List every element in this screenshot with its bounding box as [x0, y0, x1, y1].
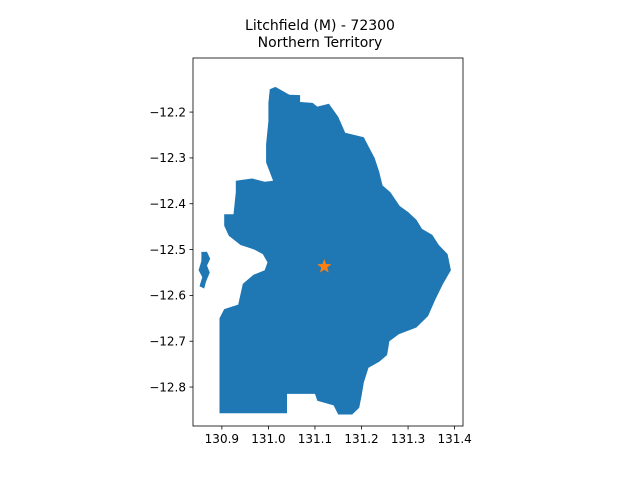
x-tick-label: 131.4: [437, 432, 471, 446]
axes-border: [192, 57, 464, 427]
y-axis: −12.2 −12.3 −12.4 −12.5 −12.6 −12.7 −12.8: [149, 105, 193, 394]
x-tick-label: 131.3: [391, 432, 425, 446]
y-tick-label: −12.5: [149, 243, 186, 257]
y-tick-label: −12.4: [149, 197, 186, 211]
map-title-line-1: Litchfield (M) - 72300: [245, 18, 395, 34]
island-shape: [198, 251, 211, 289]
y-tick-label: −12.6: [149, 289, 186, 303]
plot-area: [198, 86, 451, 415]
y-tick-label: −12.7: [149, 335, 186, 349]
region-shape: [219, 86, 451, 415]
y-tick-label: −12.2: [149, 105, 186, 119]
axes-frame: [192, 57, 464, 427]
y-tick-label: −12.8: [149, 380, 186, 394]
y-tick-label: −12.3: [149, 151, 186, 165]
x-tick-label: 131.1: [298, 432, 332, 446]
centroid-star-marker: [317, 259, 332, 273]
x-tick-label: 130.9: [205, 432, 239, 446]
x-axis: 130.9 131.0 131.1 131.2 131.3 131.4: [205, 426, 472, 446]
x-tick-label: 131.2: [344, 432, 378, 446]
x-tick-label: 131.0: [251, 432, 285, 446]
map-title-line-2: Northern Territory: [257, 35, 383, 51]
